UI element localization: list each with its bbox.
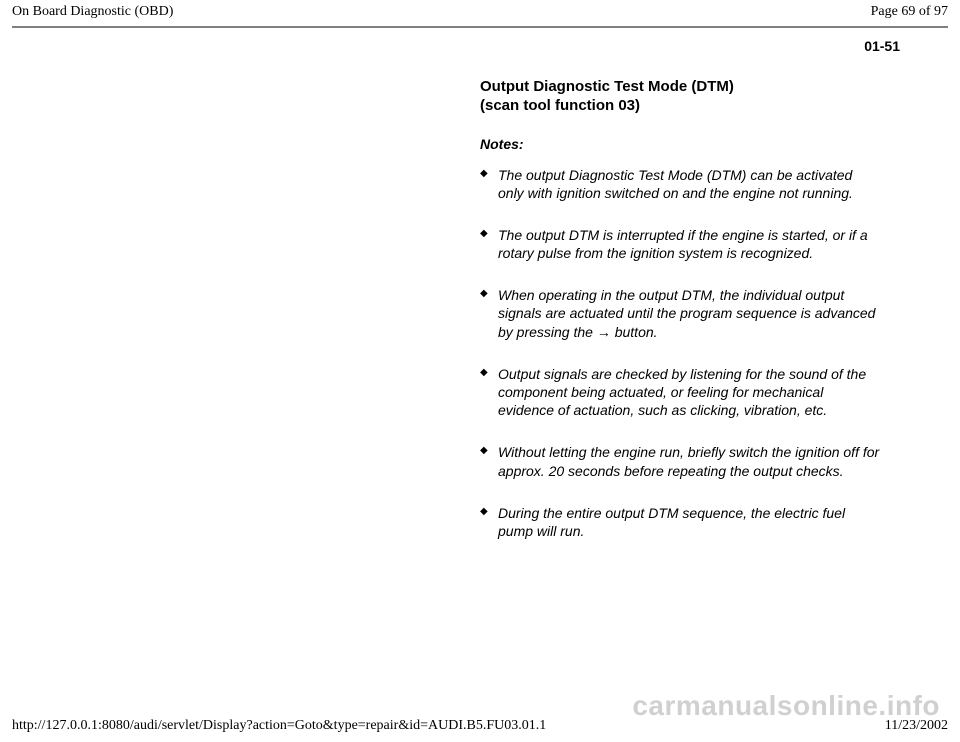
note-item: The output Diagnostic Test Mode (DTM) ca… xyxy=(480,166,880,202)
content-area: Output Diagnostic Test Mode (DTM) (scan … xyxy=(480,78,880,540)
note-item: During the entire output DTM sequence, t… xyxy=(480,504,880,540)
page-footer: http://127.0.0.1:8080/audi/servlet/Displ… xyxy=(12,718,948,734)
note-item: When operating in the output DTM, the in… xyxy=(480,286,880,341)
note-item: The output DTM is interrupted if the eng… xyxy=(480,226,880,262)
note-item: Without letting the engine run, briefly … xyxy=(480,443,880,479)
section-title-line1: Output Diagnostic Test Mode (DTM) xyxy=(480,78,734,95)
section-title-line2: (scan tool function 03) xyxy=(480,97,640,114)
notes-list: The output Diagnostic Test Mode (DTM) ca… xyxy=(480,166,880,541)
footer-url: http://127.0.0.1:8080/audi/servlet/Displ… xyxy=(12,718,546,734)
section-page-number: 01-51 xyxy=(0,28,960,54)
section-title: Output Diagnostic Test Mode (DTM) (scan … xyxy=(480,78,880,116)
page-header: On Board Diagnostic (OBD) Page 69 of 97 xyxy=(0,0,960,26)
header-title: On Board Diagnostic (OBD) xyxy=(12,4,173,20)
note-item: Output signals are checked by listening … xyxy=(480,365,880,420)
footer-date: 11/23/2002 xyxy=(885,718,948,734)
notes-label: Notes: xyxy=(480,136,880,152)
header-page-label: Page 69 of 97 xyxy=(871,4,948,20)
